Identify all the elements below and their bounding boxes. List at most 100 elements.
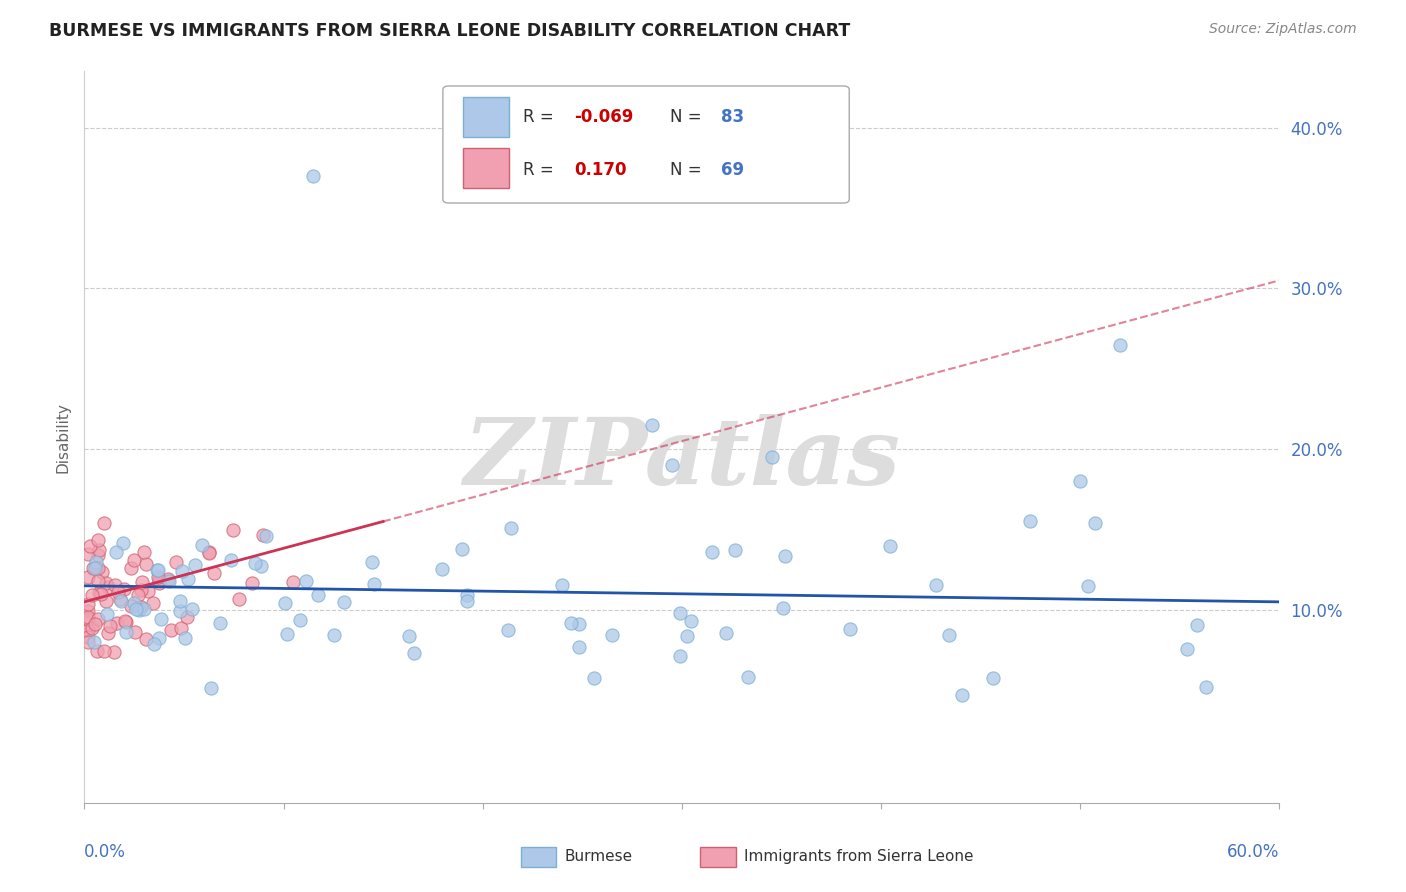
Point (276, 627, 298, 641)
Point (98, 619, 121, 633)
Point (398, 629, 420, 643)
Point (96, 576, 118, 591)
Point (1019, 515, 1042, 529)
Point (111, 536, 134, 550)
Point (938, 628, 960, 642)
Point (77, 635, 100, 649)
Point (177, 573, 200, 587)
FancyBboxPatch shape (443, 86, 849, 203)
Point (77, 609, 100, 624)
Point (146, 570, 169, 584)
Point (83, 635, 105, 649)
Text: 0.170: 0.170 (575, 161, 627, 179)
Point (219, 553, 242, 567)
Point (87, 561, 110, 575)
FancyBboxPatch shape (463, 97, 509, 137)
Point (456, 588, 478, 602)
Point (124, 624, 146, 639)
Point (176, 610, 198, 624)
Point (450, 541, 472, 556)
Point (761, 450, 783, 465)
Point (363, 576, 385, 591)
FancyBboxPatch shape (520, 847, 557, 867)
Point (184, 558, 207, 573)
Point (173, 631, 195, 645)
Point (80, 621, 103, 635)
Point (716, 625, 738, 640)
Point (243, 556, 266, 570)
Point (77, 630, 100, 644)
Y-axis label: Disability: Disability (55, 401, 70, 473)
Point (360, 555, 382, 569)
Point (323, 628, 346, 642)
Point (128, 603, 150, 617)
Point (125, 602, 148, 616)
Text: 83: 83 (721, 108, 744, 126)
Point (156, 572, 179, 586)
Point (551, 578, 574, 592)
Point (77, 612, 100, 626)
Point (879, 539, 901, 553)
Point (87, 542, 110, 557)
Point (135, 632, 157, 647)
Point (110, 594, 132, 608)
Point (77, 624, 100, 638)
Text: R =: R = (523, 108, 560, 126)
Point (950, 689, 973, 703)
Point (82, 588, 104, 602)
Point (283, 574, 305, 589)
Point (87, 611, 110, 625)
Point (582, 672, 605, 686)
Point (114, 614, 136, 628)
Text: N =: N = (671, 108, 707, 126)
Point (202, 566, 225, 580)
Point (641, 417, 664, 432)
Point (77, 570, 100, 584)
Point (148, 573, 170, 587)
Text: -0.069: -0.069 (575, 108, 634, 126)
Text: Burmese: Burmese (565, 848, 633, 863)
Point (456, 593, 478, 607)
Point (157, 574, 180, 588)
Point (82, 560, 104, 574)
Point (77, 597, 100, 611)
Point (1109, 337, 1132, 351)
Point (129, 583, 152, 598)
Point (107, 585, 129, 599)
Text: Immigrants from Sierra Leone: Immigrants from Sierra Leone (744, 848, 973, 863)
Point (1084, 516, 1107, 530)
Point (115, 625, 138, 640)
Point (84, 555, 107, 569)
Point (302, 169, 325, 183)
Point (568, 617, 591, 632)
Point (77, 547, 100, 561)
Point (146, 563, 169, 577)
Point (676, 629, 699, 643)
Point (122, 553, 145, 567)
Point (294, 574, 316, 588)
Text: ZIPatlas: ZIPatlas (464, 414, 900, 504)
Point (142, 596, 165, 610)
FancyBboxPatch shape (463, 148, 509, 188)
Point (77, 604, 100, 618)
Point (160, 623, 183, 637)
Point (96, 607, 118, 621)
Point (134, 602, 156, 616)
Text: Source: ZipAtlas.com: Source: ZipAtlas.com (1209, 22, 1357, 37)
Point (97, 580, 120, 594)
Point (249, 558, 271, 573)
Point (120, 561, 142, 575)
Point (103, 644, 125, 658)
Point (87, 586, 110, 600)
Point (288, 613, 311, 627)
Point (1077, 579, 1099, 593)
Point (1185, 617, 1208, 632)
Point (93, 516, 115, 530)
Point (105, 616, 128, 631)
Point (499, 521, 522, 535)
Point (307, 588, 329, 602)
Point (84, 616, 107, 631)
Point (600, 628, 623, 642)
Text: 0.0%: 0.0% (84, 843, 127, 861)
Point (1069, 475, 1091, 489)
